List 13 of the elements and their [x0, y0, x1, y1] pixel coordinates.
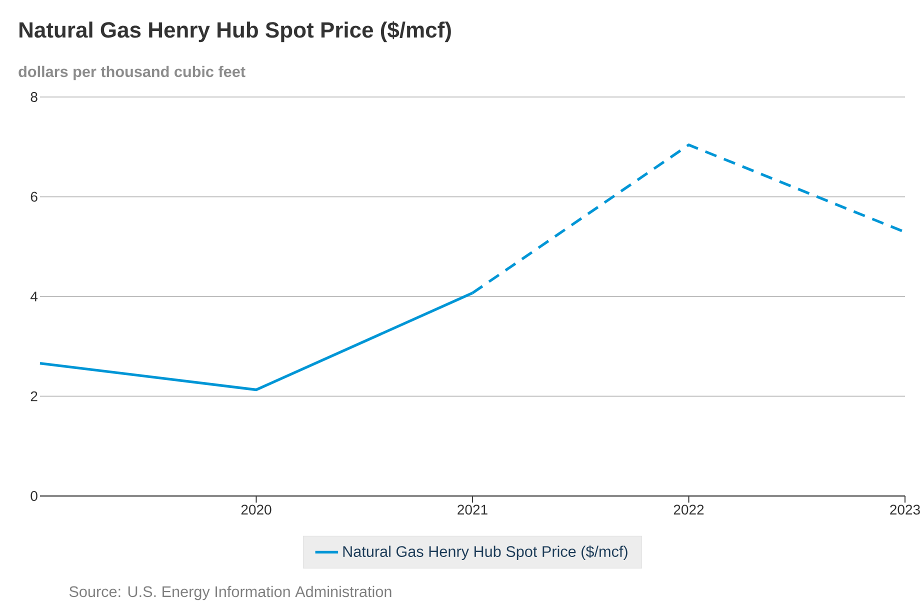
y-tick-label: 4 [30, 292, 38, 302]
x-tick-label: 2020 [241, 504, 272, 515]
source-note: Source: U.S. Energy Information Administration [69, 586, 392, 600]
y-tick-label: 0 [30, 491, 38, 501]
x-tick-label: 2023 [890, 504, 920, 515]
x-tick-label: 2022 [674, 504, 704, 515]
legend-label: Natural Gas Henry Hub Spot Price ($/mcf) [343, 545, 628, 560]
chart-subtitle: dollars per thousand cubic feet [18, 66, 246, 80]
y-tick-label: 8 [30, 92, 38, 102]
x-tick-label: 2021 [458, 504, 488, 515]
y-tick-label: 2 [30, 391, 38, 402]
chart-title: Natural Gas Henry Hub Spot Price ($/mcf) [20, 21, 451, 42]
y-tick-label: 6 [30, 192, 38, 202]
